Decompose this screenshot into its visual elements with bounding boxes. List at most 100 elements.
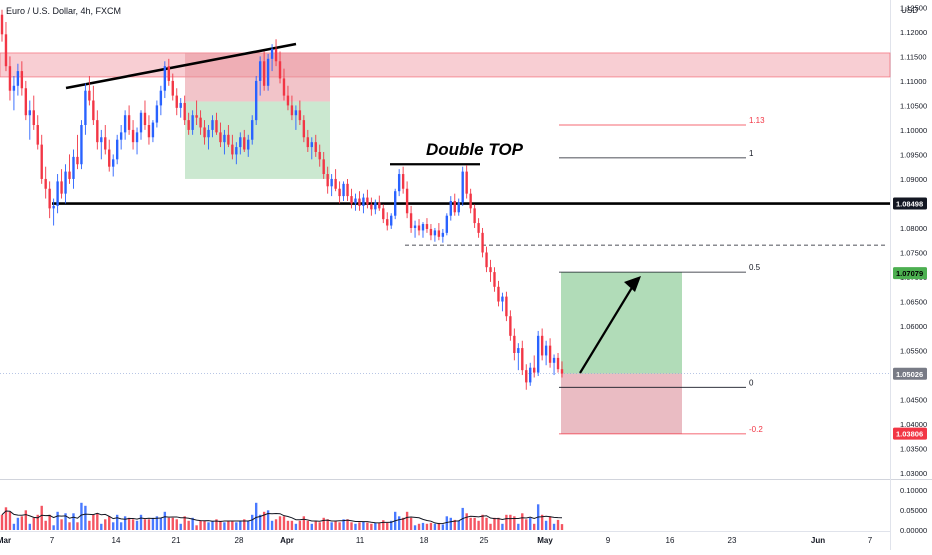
candle-body [215, 120, 218, 133]
candle-body [425, 224, 429, 229]
volume-bar [151, 517, 155, 530]
candle-body [119, 132, 123, 140]
volume-bar [310, 523, 313, 530]
volume-bar [64, 513, 67, 530]
volume-bar [469, 517, 472, 530]
volume-bar [334, 520, 337, 530]
candle-body [167, 66, 170, 81]
candle-body [56, 181, 59, 206]
candle-body [342, 183, 345, 197]
time-axis-tick: 23 [728, 536, 737, 545]
volume-bar [517, 523, 520, 530]
candle-body [533, 367, 536, 373]
volume-bar [366, 522, 369, 530]
candle-body [362, 197, 365, 206]
fib-level-label: 0 [749, 378, 754, 387]
volume-bar [417, 523, 421, 530]
time-axis-tick: 16 [666, 536, 675, 545]
candle-body [52, 205, 55, 209]
candle-body [405, 188, 409, 214]
long-target-zone [561, 272, 682, 374]
volume-axis-tick: 0.05000 [900, 506, 927, 515]
candle-body [92, 100, 95, 121]
time-axis-tick: 25 [480, 536, 489, 545]
volume-bar [123, 516, 127, 530]
candle-body [131, 129, 135, 143]
candle-body [72, 156, 75, 179]
candle-body [370, 204, 373, 210]
volume-bar [278, 516, 282, 530]
price-axis-tick: 1.03000 [900, 469, 927, 478]
candle-body [334, 178, 337, 189]
candle-body [433, 230, 437, 236]
volume-bar [100, 523, 103, 530]
volume-bar [20, 516, 24, 530]
candle-body [155, 105, 159, 123]
candle-body [175, 95, 178, 108]
time-axis-tick: 21 [172, 536, 181, 545]
fib-level-label: 0.5 [749, 263, 761, 272]
volume-bar [386, 522, 389, 530]
candle-body [270, 49, 274, 59]
time-axis-tick: 18 [420, 536, 429, 545]
volume-bar [254, 502, 258, 530]
candle-body [24, 88, 28, 116]
volume-bar [28, 523, 31, 530]
candle-body [386, 219, 389, 226]
candle-body [219, 132, 222, 143]
volume-bar [60, 519, 63, 530]
candle-body [513, 335, 516, 353]
candle-body [262, 61, 266, 86]
time-axis-tick: 11 [356, 536, 365, 545]
price-axis-tick: 1.10000 [900, 126, 927, 135]
resistance-zone [0, 52, 891, 78]
volume-bar [247, 520, 250, 530]
volume-bar [203, 520, 206, 530]
volume-bar [4, 507, 8, 530]
time-axis-tick: Mar [0, 536, 11, 545]
candle-body [346, 183, 349, 197]
candle-body [254, 80, 258, 121]
volume-bar [318, 522, 321, 530]
candle-body [108, 149, 111, 167]
candle-body [96, 120, 99, 143]
candle-body [326, 174, 329, 187]
long-stop-zone [561, 373, 682, 434]
volume-bar [326, 519, 329, 530]
price-axis-tick: 1.09000 [900, 175, 927, 184]
volume-bar [338, 522, 341, 530]
volume-bar [421, 522, 425, 530]
volume-bar [505, 514, 508, 530]
candle-body [163, 66, 167, 91]
volume-bar [525, 519, 528, 530]
candle-body [429, 228, 433, 236]
candle-body [274, 49, 278, 62]
candle-body [294, 110, 298, 116]
candle-body [544, 345, 548, 356]
volume-bar [119, 522, 123, 530]
short-target-zone [185, 101, 330, 179]
time-axis-tick: 9 [606, 536, 611, 545]
volume-bar [80, 502, 83, 530]
volume-bar [48, 514, 51, 530]
candle-body [493, 272, 496, 287]
candle-body [330, 178, 333, 187]
double-top-annotation: Double TOP [426, 140, 524, 159]
candle-body [199, 117, 202, 128]
volume-bar [378, 523, 381, 530]
price-axis-tick: 1.04000 [900, 420, 927, 429]
candle-body [548, 345, 552, 363]
volume-bar [489, 523, 492, 530]
candle-body [552, 357, 556, 363]
volume-bar [390, 520, 393, 530]
candle-body [501, 296, 504, 302]
candle-body [525, 370, 528, 383]
volume-bar [147, 519, 151, 530]
volume-axis-tick: 0.00000 [900, 526, 927, 535]
time-axis-tick: Apr [280, 536, 294, 545]
candle-body [151, 122, 155, 138]
candle-body [123, 115, 127, 133]
candle-body [298, 110, 302, 121]
volume-bar [68, 522, 71, 530]
